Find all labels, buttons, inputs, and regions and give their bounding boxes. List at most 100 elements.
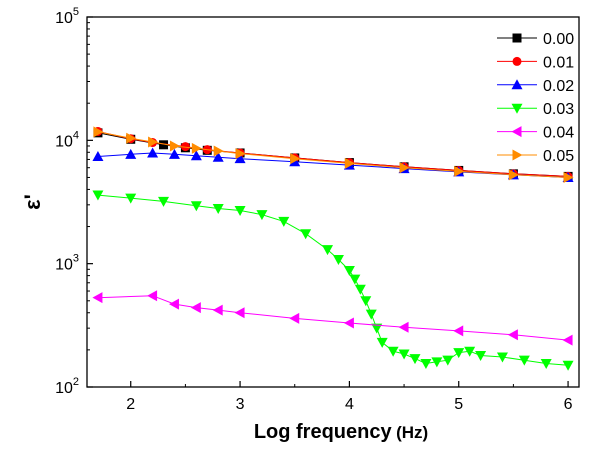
- data-point: [92, 292, 103, 304]
- y-tick-base: 10: [55, 257, 73, 274]
- series-0.05: [93, 126, 574, 183]
- data-point: [92, 190, 104, 201]
- data-point: [431, 357, 443, 368]
- data-point: [92, 150, 104, 161]
- y-tick-label: 102: [55, 376, 79, 397]
- data-point: [212, 304, 223, 316]
- data-point: [365, 309, 377, 320]
- data-point: [496, 352, 508, 363]
- data-point: [322, 245, 334, 256]
- data-point: [387, 346, 399, 357]
- data-point: [213, 145, 224, 157]
- legend-label: 0.03: [543, 101, 574, 118]
- y-axis-title: ε': [20, 194, 45, 210]
- x-tick-label: 4: [345, 396, 354, 413]
- data-point: [420, 359, 432, 370]
- series-0.02: [92, 147, 574, 182]
- x-axis-title-unit: (Hz): [396, 423, 428, 442]
- legend-entry: 0.02: [497, 78, 574, 95]
- data-point: [234, 153, 246, 164]
- data-point: [332, 255, 344, 266]
- data-point: [540, 359, 552, 370]
- data-point: [212, 151, 224, 162]
- series-line: [97, 194, 569, 366]
- data-point: [300, 229, 312, 240]
- data-point: [148, 136, 159, 148]
- series-0.04: [92, 290, 573, 346]
- data-point: [562, 334, 573, 346]
- data-point: [191, 142, 202, 154]
- data-point: [360, 296, 372, 307]
- y-tick-label: 103: [55, 253, 79, 274]
- legend-entry: 0.01: [497, 54, 574, 71]
- data-point: [518, 355, 530, 366]
- data-point: [344, 157, 355, 169]
- series-layer: [92, 126, 574, 371]
- data-point: [371, 323, 383, 334]
- y-tick-base: 10: [55, 133, 73, 150]
- y-tick-exponent: 3: [73, 253, 79, 265]
- x-tick-label: 2: [126, 396, 135, 413]
- legend-label: 0.01: [543, 54, 574, 71]
- data-point: [234, 307, 245, 319]
- legend-entry: 0.05: [497, 148, 574, 165]
- legend-marker: [511, 103, 523, 114]
- data-point: [190, 150, 202, 161]
- data-point: [354, 284, 366, 295]
- x-axis-title-main: Log frequency: [254, 421, 393, 443]
- y-tick-label: 104: [55, 129, 79, 150]
- data-point: [159, 140, 169, 150]
- data-point: [278, 216, 290, 227]
- legend-label: 0.05: [543, 148, 574, 165]
- data-point: [212, 204, 224, 215]
- series-0.03: [92, 190, 574, 371]
- legend-marker: [511, 126, 522, 138]
- data-point: [343, 266, 355, 277]
- legend-entry: 0.04: [497, 125, 574, 142]
- data-point: [235, 148, 246, 160]
- y-tick-base: 10: [55, 380, 73, 397]
- data-point: [409, 354, 421, 365]
- x-tick-label: 6: [564, 396, 573, 413]
- data-point: [234, 205, 246, 216]
- data-point: [256, 210, 268, 221]
- legend-marker: [512, 149, 523, 161]
- data-point: [158, 196, 170, 207]
- x-tick-label: 3: [236, 396, 245, 413]
- legend-entry: 0.03: [497, 101, 574, 118]
- x-axis-title: Log frequency (Hz): [254, 421, 428, 443]
- data-point: [399, 162, 410, 174]
- plot-frame: [86, 16, 580, 388]
- data-point: [125, 193, 137, 204]
- x-axis: 2 3 4 5 6: [126, 381, 573, 413]
- legend-marker: [512, 56, 522, 66]
- data-point: [508, 169, 519, 181]
- data-point: [147, 290, 158, 302]
- x-tick-label: 5: [454, 396, 463, 413]
- data-point: [190, 201, 202, 212]
- data-point: [376, 337, 388, 348]
- legend: 0.00 0.01 0.02 0.03 0.04 0.05: [497, 31, 574, 165]
- data-point: [454, 165, 465, 177]
- data-point: [398, 321, 409, 333]
- data-point: [93, 126, 104, 138]
- data-point: [168, 148, 180, 159]
- data-point: [464, 346, 476, 357]
- y-tick-label: 105: [55, 6, 79, 27]
- legend-entry: 0.00: [497, 31, 574, 48]
- legend-label: 0.04: [543, 125, 574, 142]
- data-point: [562, 360, 574, 371]
- data-point: [147, 147, 159, 158]
- data-point: [190, 302, 201, 314]
- y-tick-exponent: 2: [73, 376, 79, 388]
- data-point: [475, 351, 487, 362]
- y-tick-exponent: 5: [73, 6, 79, 18]
- data-point: [180, 142, 190, 152]
- data-point: [398, 349, 410, 360]
- series-line: [97, 295, 569, 341]
- legend-label: 0.00: [543, 31, 574, 48]
- y-tick-base: 10: [55, 10, 73, 27]
- y-tick-exponent: 4: [73, 129, 79, 141]
- data-point: [343, 317, 354, 329]
